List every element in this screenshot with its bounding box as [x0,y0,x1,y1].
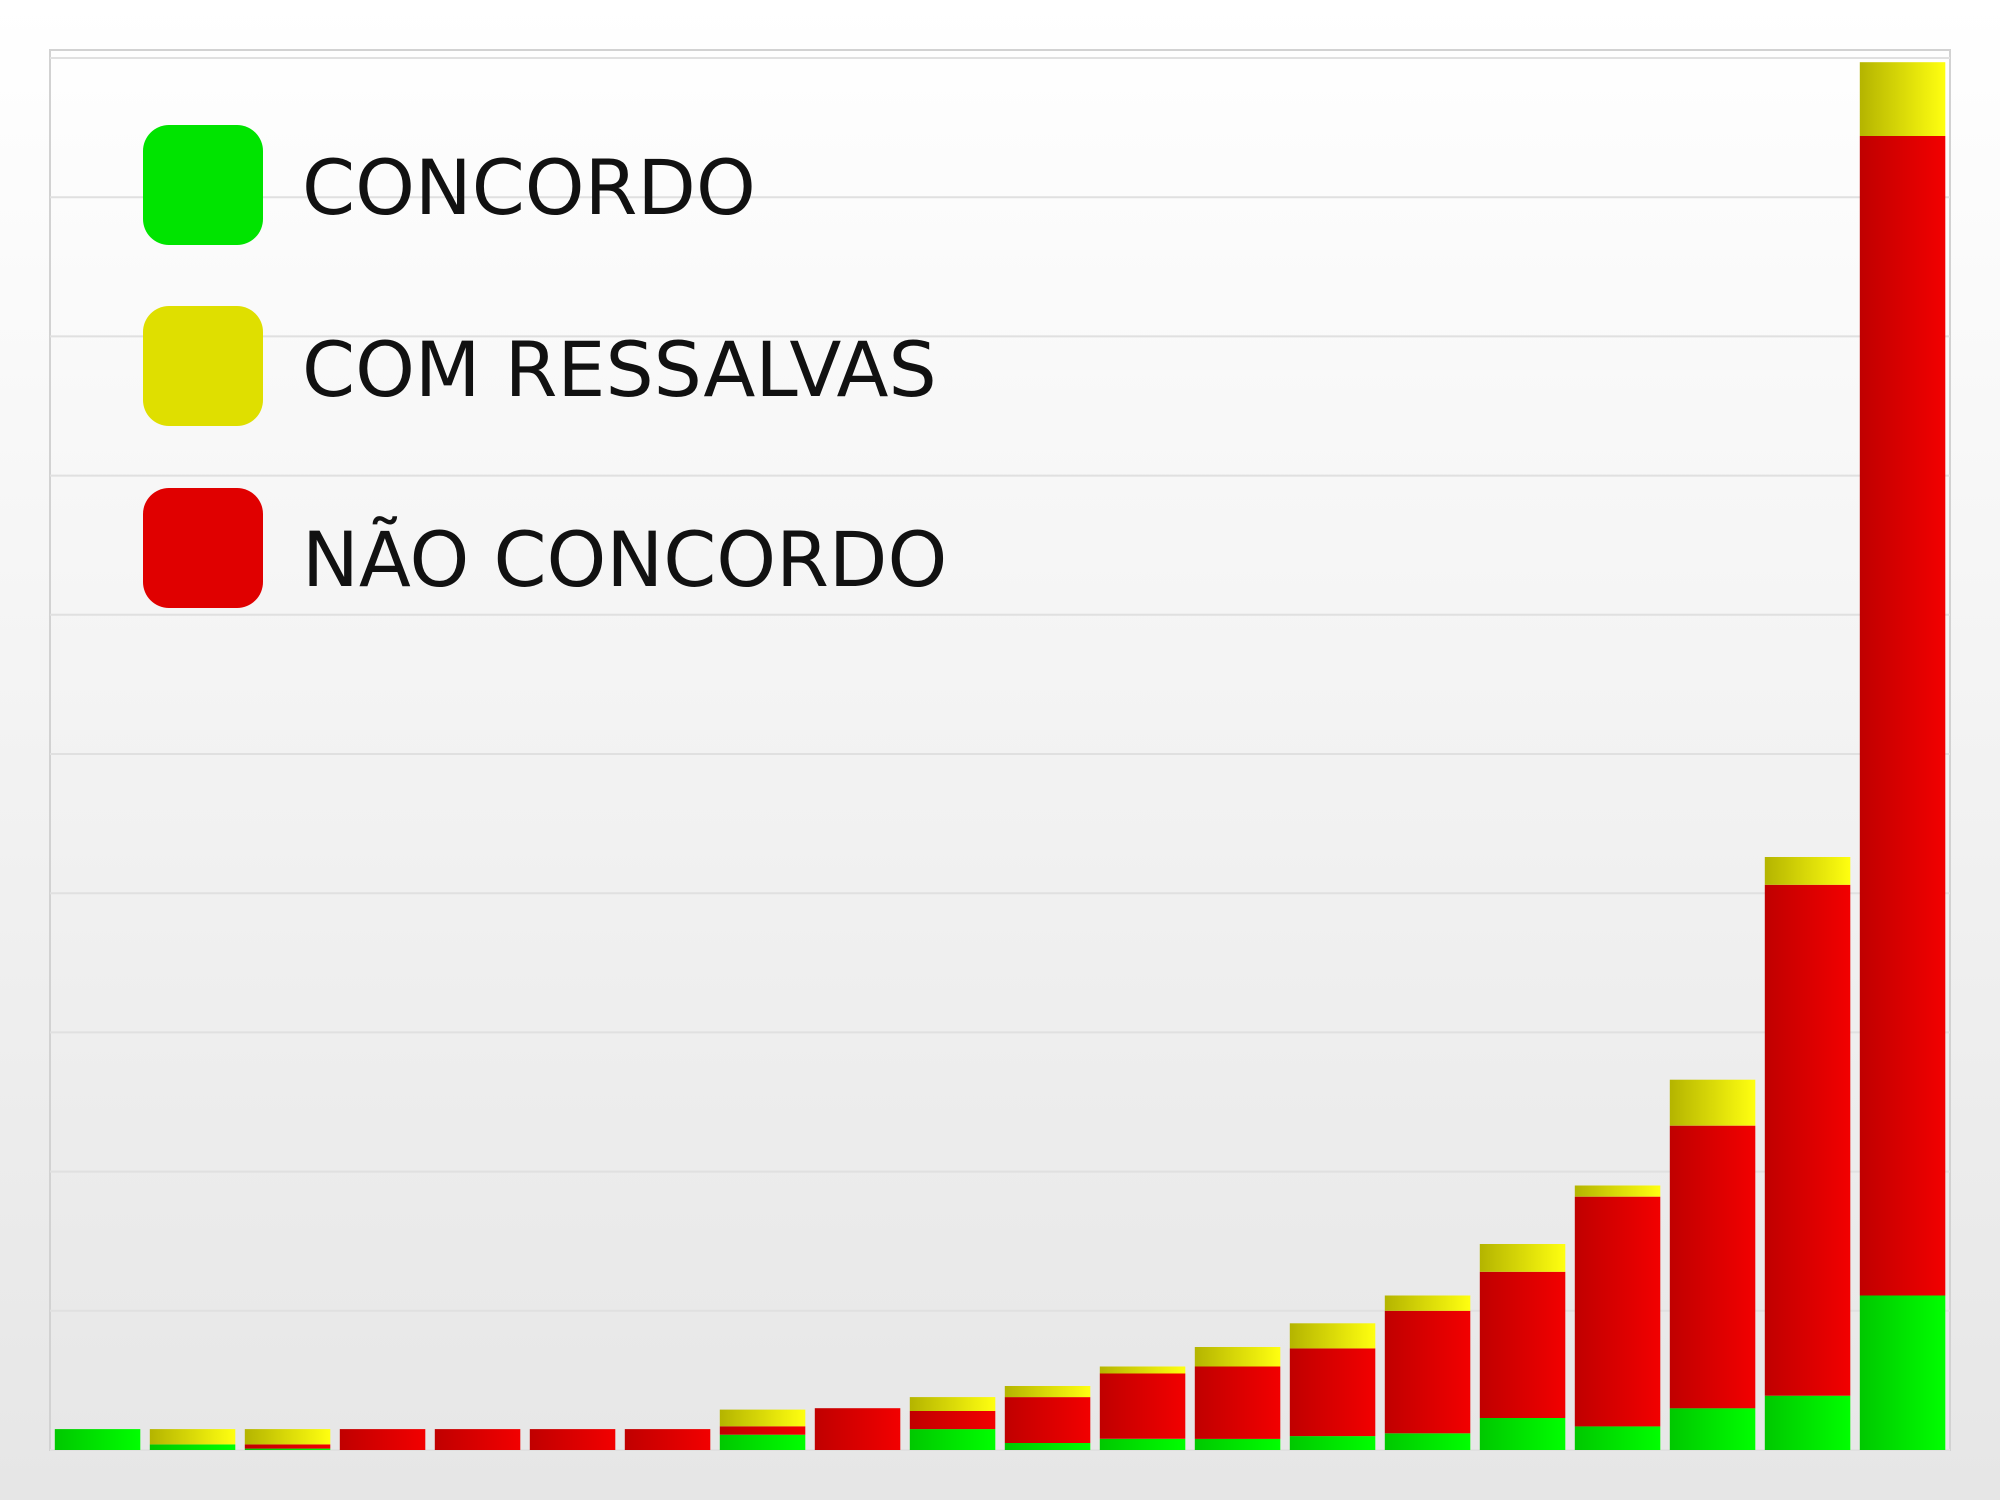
bar-segment-com-ressalvas [244,1429,331,1445]
bar-segment-concordo [719,1434,806,1450]
bar-segment-com-ressalvas [1574,1185,1661,1197]
bar-segment-nao-concordo [624,1429,711,1450]
legend-item-com-ressalvas: COM RESSALVAS [143,306,937,426]
bar-segment-com-ressalvas [1194,1347,1281,1367]
bar-segment-com-ressalvas [1099,1366,1186,1374]
bar-segment-nao-concordo [909,1411,996,1430]
bar-segment-concordo [1859,1295,1946,1450]
bar-segment-nao-concordo [1479,1271,1566,1418]
bar-segment-concordo [1479,1418,1566,1450]
bar-segment-concordo [1384,1433,1471,1450]
legend-swatch-com-ressalvas [143,306,263,426]
bar-segment-com-ressalvas [1479,1244,1566,1272]
legend-label-concordo: CONCORDO [302,143,756,232]
plot-area [49,49,1951,1451]
legend-item-concordo: CONCORDO [143,125,756,245]
bar-segment-nao-concordo [1574,1196,1661,1427]
bar-segment-nao-concordo [529,1429,616,1450]
legend-swatch-concordo [143,125,263,245]
bar-segment-nao-concordo [719,1426,806,1435]
bar-segment-nao-concordo [1859,136,1946,1296]
bar-segment-concordo [1289,1436,1376,1450]
bar-segment-nao-concordo [339,1429,426,1450]
legend-label-com-ressalvas: COM RESSALVAS [302,325,937,414]
bar-segment-com-ressalvas [1859,62,1946,137]
legend-label-nao-concordo: NÃO CONCORDO [302,515,947,604]
bar-segment-concordo [149,1444,236,1450]
bar-segment-nao-concordo [244,1444,331,1449]
bar-segment-nao-concordo [1099,1373,1186,1439]
bar-segment-concordo [1574,1426,1661,1450]
bar-segment-com-ressalvas [1764,857,1851,885]
bar-segment-concordo [909,1429,996,1450]
bar-segment-concordo [54,1429,141,1450]
bar-segment-nao-concordo [814,1408,901,1450]
bar-segment-nao-concordo [1194,1366,1281,1439]
bar-segment-concordo [1099,1438,1186,1450]
bar-segment-nao-concordo [1669,1125,1756,1409]
legend-item-nao-concordo: NÃO CONCORDO [143,488,947,608]
bar-segment-com-ressalvas [909,1397,996,1411]
bar-segment-nao-concordo [1384,1310,1471,1434]
bar-segment-concordo [244,1448,331,1450]
bar-segment-com-ressalvas [719,1409,806,1427]
bar-segment-com-ressalvas [1384,1295,1471,1311]
bar-segment-nao-concordo [1289,1348,1376,1437]
bar-segment-concordo [1194,1438,1281,1450]
bar-segment-concordo [1004,1443,1091,1450]
bar-segment-com-ressalvas [1289,1323,1376,1349]
bar-segment-concordo [1669,1408,1756,1450]
bar-segment-nao-concordo [1764,884,1851,1396]
legend-swatch-nao-concordo [143,488,263,608]
bar-segment-com-ressalvas [1669,1079,1756,1126]
grid-lines [50,57,1950,1451]
bar-segment-com-ressalvas [149,1429,236,1445]
bar-segment-concordo [1764,1395,1851,1450]
bar-segment-com-ressalvas [1004,1386,1091,1398]
legend: CONCORDO COM RESSALVAS NÃO CONCORDO [143,125,947,608]
bar-segment-nao-concordo [1004,1397,1091,1443]
bar-segment-nao-concordo [434,1429,521,1450]
bars [54,62,1946,1450]
